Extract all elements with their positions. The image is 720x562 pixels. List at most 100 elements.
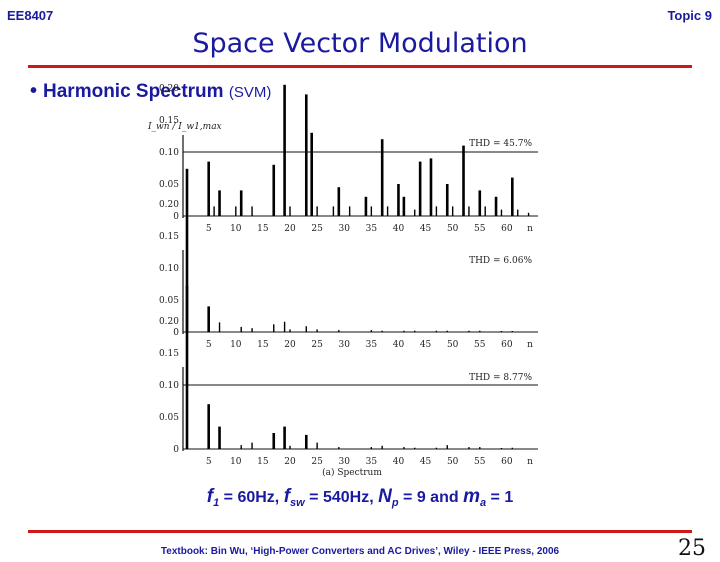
chart-bar (479, 447, 481, 449)
chart-bar (511, 331, 514, 332)
chart-bar (381, 330, 383, 332)
chart-x-tick-label: 20 (284, 457, 296, 467)
np-symbol: N (378, 486, 392, 507)
chart-bar (338, 330, 340, 332)
chart-bar (517, 209, 519, 216)
chart-bar (240, 445, 242, 449)
chart-bar (218, 322, 221, 332)
chart-x-tick-label: 10 (230, 340, 242, 350)
chart-x-tick-label: 35 (366, 224, 378, 234)
chart-bar (283, 426, 286, 449)
chart-bar (272, 433, 276, 449)
chart-bar (273, 324, 275, 332)
chart-bar (479, 330, 481, 332)
chart-bar (403, 447, 405, 449)
chart-bar (310, 132, 314, 216)
f1-subscript: 1 (213, 497, 220, 510)
ma-subscript: a (479, 497, 487, 510)
chart-x-tick-label: 30 (339, 224, 351, 234)
chart-bar (338, 447, 340, 449)
chart-x-tick-label: 25 (311, 457, 323, 467)
chart-bar (207, 306, 210, 332)
chart-x-tick-label: 55 (474, 340, 486, 350)
chart-x-tick-label: 25 (311, 340, 323, 350)
np-subscript: p (391, 497, 399, 510)
chart-bar (316, 442, 318, 449)
chart-bar (370, 206, 373, 216)
chart-bar (500, 448, 503, 449)
chart-bar (272, 164, 276, 216)
chart-x-tick-label: 40 (393, 340, 405, 350)
chart-bar (213, 206, 215, 216)
chart-bar (484, 206, 486, 216)
chart-bar (435, 330, 438, 332)
chart-x-tick-label: 40 (393, 224, 405, 234)
chart-bar (207, 404, 210, 449)
chart-bar (468, 206, 470, 216)
chart-bar (304, 434, 308, 449)
chart-y-tick-label: 0.15 (159, 116, 179, 126)
f1-value: = 60Hz, (223, 489, 280, 506)
parameters-line: f1 = 60Hz, fsw = 540Hz, Np = 9 and ma = … (0, 486, 720, 509)
bullet-harmonic-spectrum: • Harmonic Spectrum (SVM) (30, 80, 271, 103)
chart-bar (435, 206, 438, 216)
chart-x-tick-label: 50 (447, 224, 459, 234)
chart-x-tick-label: 50 (447, 340, 459, 350)
chart-bar (239, 190, 243, 216)
chart-bar (283, 84, 286, 216)
chart-bar (332, 206, 335, 216)
chart-bar (380, 139, 384, 216)
chart-x-tick-label: 45 (420, 457, 432, 467)
chart-x-tick-label: 15 (257, 224, 269, 234)
chart-y-tick-label: 0.20 (159, 317, 179, 327)
chart-x-tick-label: 5 (206, 340, 212, 350)
chart-bar (218, 190, 221, 216)
chart-bar (445, 184, 449, 216)
chart-y-tick-label: 0 (173, 445, 179, 455)
chart-bar (446, 445, 448, 449)
chart-bar (468, 330, 470, 332)
chart-bar (348, 206, 351, 216)
chart-x-tick-label: 35 (366, 457, 378, 467)
page-number: 25 (678, 536, 706, 561)
chart-bar (478, 190, 482, 216)
chart-bar (429, 158, 433, 216)
chart-x-tick-label: n (527, 457, 533, 467)
top-divider (28, 65, 692, 68)
chart-x-tick-label: 40 (393, 457, 405, 467)
chart-bar (500, 331, 503, 332)
bullet-dot-icon: • (30, 80, 38, 102)
fsw-symbol: f (283, 486, 291, 507)
chart-thd-label: THD = 6.06% (469, 256, 532, 266)
chart-bar (251, 206, 253, 216)
chart-bar (386, 206, 389, 216)
chart-x-tick-label: 45 (420, 340, 432, 350)
chart-x-tick-label: 5 (206, 457, 212, 467)
chart-bar (370, 447, 373, 449)
chart-y-tick-label: 0.20 (159, 200, 179, 210)
topic-label: Topic 9 (667, 8, 712, 23)
chart-bar (370, 330, 373, 332)
chart-x-tick-label: 20 (284, 224, 296, 234)
chart-x-tick-label: 25 (311, 224, 323, 234)
chart-y-tick-label: 0.05 (159, 413, 179, 423)
chart-x-tick-label: n (527, 340, 533, 350)
chart-x-tick-label: 45 (420, 224, 432, 234)
fsw-value: = 540Hz, (309, 489, 374, 506)
chart-bar (527, 212, 530, 216)
chart-x-tick-label: 60 (501, 457, 513, 467)
chart-bar (468, 447, 470, 449)
chart-bar (283, 321, 286, 332)
chart-bar (251, 328, 253, 332)
chart-bar (446, 330, 448, 332)
chart-y-tick-label: 0.05 (159, 180, 179, 190)
chart-bar (381, 445, 383, 449)
chart-thd-label: THD = 45.7% (469, 139, 532, 149)
chart-y-tick-label: 0.10 (159, 264, 179, 274)
chart-x-tick-label: 55 (474, 224, 486, 234)
chart-bar (289, 445, 291, 449)
chart-x-tick-label: 35 (366, 340, 378, 350)
chart-bar (414, 209, 416, 216)
chart-bar (235, 206, 237, 216)
